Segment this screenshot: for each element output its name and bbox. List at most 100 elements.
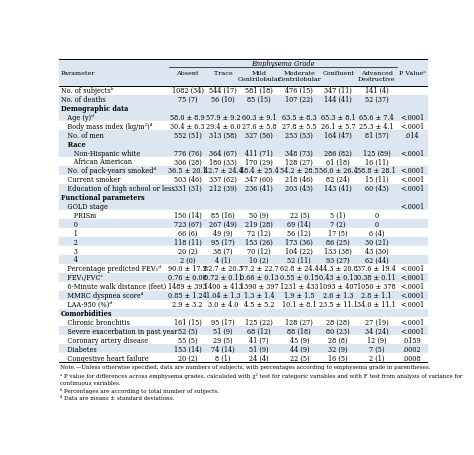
Text: Functional parameters: Functional parameters — [61, 194, 145, 202]
Text: 173 (36): 173 (36) — [285, 238, 313, 246]
Bar — [59, 202, 427, 211]
Text: 411 (71): 411 (71) — [245, 149, 273, 157]
Text: Severe exacerbation in past year: Severe exacerbation in past year — [61, 327, 177, 335]
Text: 51 (9): 51 (9) — [213, 327, 233, 335]
Text: 52 (11): 52 (11) — [287, 256, 311, 264]
Text: 544 (17): 544 (17) — [210, 87, 237, 95]
Text: 81 (57): 81 (57) — [365, 131, 389, 139]
Text: <.0001: <.0001 — [400, 292, 424, 299]
Text: 54.2 ± 28.5: 54.2 ± 28.5 — [280, 167, 319, 175]
Text: 364 (67): 364 (67) — [210, 149, 237, 157]
Text: 20 (2): 20 (2) — [178, 354, 198, 362]
Bar — [59, 273, 427, 282]
Text: 7 (2): 7 (2) — [330, 220, 346, 228]
Text: Current smoker: Current smoker — [61, 176, 120, 184]
Bar — [59, 176, 427, 184]
Text: 1.3 ± 1.4: 1.3 ± 1.4 — [244, 292, 274, 299]
Text: Non-Hispanic white: Non-Hispanic white — [61, 149, 140, 157]
Text: Coronary artery disease: Coronary artery disease — [61, 336, 148, 344]
Text: <.0001: <.0001 — [400, 122, 424, 131]
Text: 24 (4): 24 (4) — [249, 354, 269, 362]
Text: Chronic bronchitis: Chronic bronchitis — [61, 318, 129, 326]
Text: No. of subjectsᵇ: No. of subjectsᵇ — [61, 87, 113, 95]
Text: <.0001: <.0001 — [400, 300, 424, 308]
Bar — [59, 122, 427, 131]
Text: 2.9 ± 3.2: 2.9 ± 3.2 — [173, 300, 203, 308]
Text: 65.3 ± 8.1: 65.3 ± 8.1 — [321, 114, 356, 121]
Text: 0: 0 — [374, 220, 379, 228]
Text: 17 (5): 17 (5) — [328, 229, 348, 237]
Text: 1.04 ± 1.3: 1.04 ± 1.3 — [206, 292, 240, 299]
Text: 128 (27): 128 (27) — [285, 158, 313, 166]
Bar — [59, 96, 427, 104]
Text: GOLD stage: GOLD stage — [61, 202, 108, 211]
Text: 253 (53): 253 (53) — [285, 131, 313, 139]
Text: 0.72 ± 0.11: 0.72 ± 0.11 — [204, 274, 243, 282]
Text: 6-Minute walk distance (feet): 6-Minute walk distance (feet) — [61, 283, 166, 291]
Text: 143 (41): 143 (41) — [324, 185, 352, 193]
Text: Trace: Trace — [214, 71, 233, 76]
Text: 153 (26): 153 (26) — [245, 238, 273, 246]
Text: 41 (7): 41 (7) — [249, 336, 269, 344]
Text: 29.4 ± 6.0: 29.4 ± 6.0 — [206, 122, 240, 131]
Bar — [59, 104, 427, 113]
Text: 48.4 ± 25.4: 48.4 ± 25.4 — [240, 167, 279, 175]
Text: 52 (5): 52 (5) — [178, 327, 198, 335]
Text: 60 (43): 60 (43) — [365, 185, 389, 193]
Text: Absent: Absent — [176, 71, 199, 76]
Text: 38 (7): 38 (7) — [213, 247, 233, 255]
Text: 75 (7): 75 (7) — [178, 96, 198, 104]
Bar — [59, 282, 427, 291]
Text: 22 (5): 22 (5) — [290, 212, 309, 219]
Text: 104 (22): 104 (22) — [285, 247, 313, 255]
Text: 22 (5): 22 (5) — [290, 354, 309, 362]
Text: 10 (2): 10 (2) — [249, 256, 269, 264]
Text: 85 (15): 85 (15) — [247, 96, 271, 104]
Text: 36.5 ± 20.1: 36.5 ± 20.1 — [168, 167, 207, 175]
Bar — [59, 113, 427, 122]
Text: MMRC dyspnea scoreᵈ: MMRC dyspnea scoreᵈ — [61, 292, 143, 299]
Text: Body mass index (kg/m²)ᵈ: Body mass index (kg/m²)ᵈ — [61, 122, 152, 131]
Text: 581 (18): 581 (18) — [245, 87, 273, 95]
Text: 0.38 ± 0.11: 0.38 ± 0.11 — [357, 274, 396, 282]
Text: 27 (19): 27 (19) — [365, 318, 389, 326]
Text: 3: 3 — [61, 247, 78, 255]
Bar — [59, 211, 427, 220]
Text: 50 (9): 50 (9) — [249, 212, 269, 219]
Bar — [59, 247, 427, 255]
Text: 95 (17): 95 (17) — [211, 318, 235, 326]
Text: 267 (49): 267 (49) — [210, 220, 237, 228]
Text: 118 (11): 118 (11) — [174, 238, 201, 246]
Text: <.0001: <.0001 — [400, 283, 424, 291]
Text: 1.9 ± 1.5: 1.9 ± 1.5 — [284, 292, 315, 299]
Text: 30.4 ± 6.3: 30.4 ± 6.3 — [171, 122, 205, 131]
Bar — [59, 318, 427, 327]
Text: 16 (5): 16 (5) — [328, 354, 348, 362]
Text: FEV₁/FVCᶜ: FEV₁/FVCᶜ — [61, 274, 102, 282]
Text: .0008: .0008 — [403, 354, 421, 362]
Text: <.0001: <.0001 — [400, 114, 424, 121]
Bar — [59, 300, 427, 309]
Text: 5 (1): 5 (1) — [330, 212, 346, 219]
Text: 552 (51): 552 (51) — [174, 131, 201, 139]
Text: Demographic data: Demographic data — [61, 105, 128, 113]
Text: 2.8 ± 1.1: 2.8 ± 1.1 — [361, 292, 392, 299]
Text: 286 (82): 286 (82) — [324, 149, 352, 157]
Bar — [59, 291, 427, 300]
Text: Comorbidities: Comorbidities — [61, 309, 112, 317]
Text: 57.9 ± 9.2: 57.9 ± 9.2 — [206, 114, 240, 121]
Text: Age (y)ᵈ: Age (y)ᵈ — [61, 114, 93, 121]
Text: Emphysema Grade: Emphysema Grade — [251, 60, 315, 68]
Text: 51 (9): 51 (9) — [249, 345, 269, 353]
Text: 219 (28): 219 (28) — [245, 220, 273, 228]
Text: 128 (27): 128 (27) — [285, 318, 313, 326]
Text: <.0001: <.0001 — [400, 318, 424, 326]
Text: 44.3 ± 20.8: 44.3 ± 20.8 — [319, 265, 357, 273]
Bar — [59, 184, 427, 193]
Text: 503 (46): 503 (46) — [174, 176, 201, 184]
Text: 0.76 ± 0.08: 0.76 ± 0.08 — [168, 274, 207, 282]
Bar — [59, 344, 427, 354]
Text: 2 (1): 2 (1) — [369, 354, 384, 362]
Text: 313 (58): 313 (58) — [210, 131, 237, 139]
Text: 141 (4): 141 (4) — [365, 87, 389, 95]
